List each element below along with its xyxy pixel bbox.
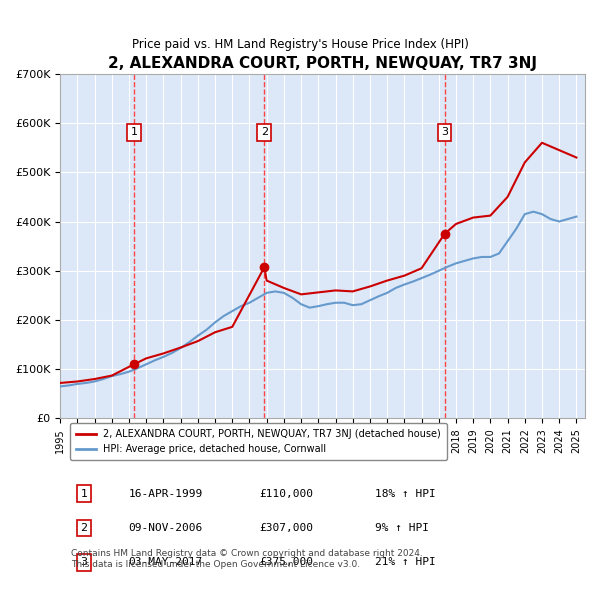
Text: 3: 3: [441, 127, 448, 137]
Text: Price paid vs. HM Land Registry's House Price Index (HPI): Price paid vs. HM Land Registry's House …: [131, 38, 469, 51]
Title: 2, ALEXANDRA COURT, PORTH, NEWQUAY, TR7 3NJ: 2, ALEXANDRA COURT, PORTH, NEWQUAY, TR7 …: [108, 56, 537, 71]
Text: 1: 1: [80, 489, 88, 499]
Text: 03-MAY-2017: 03-MAY-2017: [128, 558, 203, 568]
Text: 1: 1: [131, 127, 137, 137]
Text: 21% ↑ HPI: 21% ↑ HPI: [375, 558, 436, 568]
Text: £307,000: £307,000: [260, 523, 314, 533]
Text: £375,000: £375,000: [260, 558, 314, 568]
Text: 2: 2: [80, 523, 88, 533]
Text: 09-NOV-2006: 09-NOV-2006: [128, 523, 203, 533]
Text: 9% ↑ HPI: 9% ↑ HPI: [375, 523, 429, 533]
Legend: 2, ALEXANDRA COURT, PORTH, NEWQUAY, TR7 3NJ (detached house), HPI: Average price: 2, ALEXANDRA COURT, PORTH, NEWQUAY, TR7 …: [70, 423, 447, 460]
Text: 16-APR-1999: 16-APR-1999: [128, 489, 203, 499]
Text: 18% ↑ HPI: 18% ↑ HPI: [375, 489, 436, 499]
Text: 2: 2: [261, 127, 268, 137]
Text: £110,000: £110,000: [260, 489, 314, 499]
Text: 3: 3: [80, 558, 88, 568]
Text: Contains HM Land Registry data © Crown copyright and database right 2024.
This d: Contains HM Land Registry data © Crown c…: [71, 549, 422, 569]
